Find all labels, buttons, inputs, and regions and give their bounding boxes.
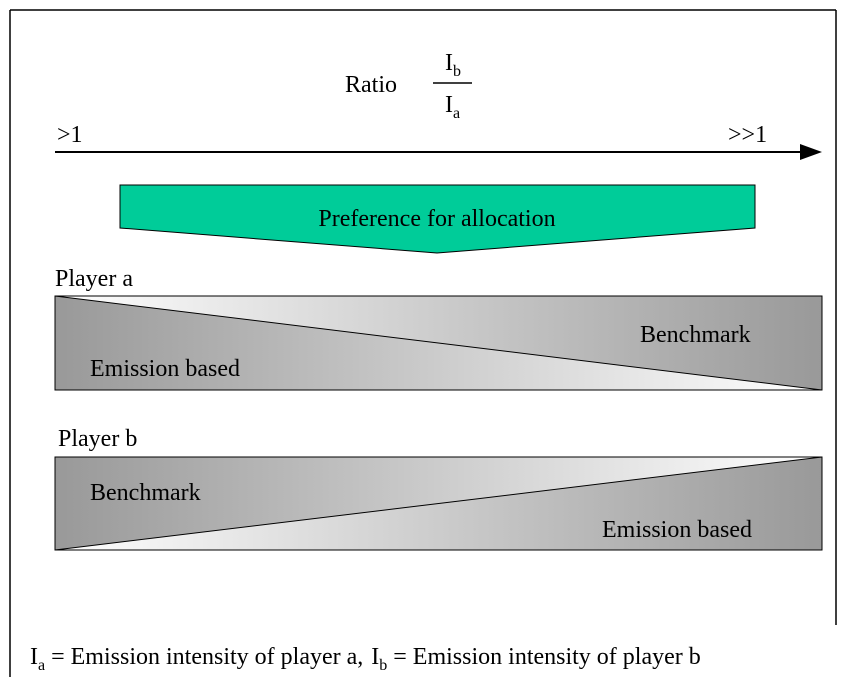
preference-label: Preference for allocation <box>318 206 555 232</box>
symbol: I <box>371 644 379 670</box>
right-label: Emission based <box>602 517 752 543</box>
axis-left-label: >1 <box>57 122 83 148</box>
ratio-numerator: Ib <box>445 50 461 80</box>
player-b-bar <box>54 456 823 551</box>
preference-arrow <box>119 184 756 254</box>
subscript: b <box>453 63 461 80</box>
footnote: Ia = Emission intensity of player a, Ib = E… <box>30 644 701 674</box>
right-label: Benchmark <box>640 322 751 348</box>
symbol: I <box>445 50 453 76</box>
player-name: Player a <box>55 266 133 292</box>
frame <box>9 9 837 677</box>
axis-right-label: >>1 <box>728 122 767 148</box>
footnote-text: = Emission intensity of player b <box>393 644 701 670</box>
ratio-denominator: Ia <box>445 92 460 122</box>
left-label: Benchmark <box>90 480 201 506</box>
player-name: Player b <box>58 426 137 452</box>
ratio-label: Ratio <box>345 72 397 98</box>
player-a-bar <box>54 295 823 391</box>
subscript: a <box>453 105 460 122</box>
subscript: b <box>379 657 387 674</box>
axis-arrowhead <box>800 144 822 160</box>
footnote-text: = Emission intensity of player a, <box>51 644 363 670</box>
subscript: a <box>38 657 45 674</box>
symbol: I <box>445 92 453 118</box>
symbol: I <box>30 644 38 670</box>
left-label: Emission based <box>90 356 240 382</box>
